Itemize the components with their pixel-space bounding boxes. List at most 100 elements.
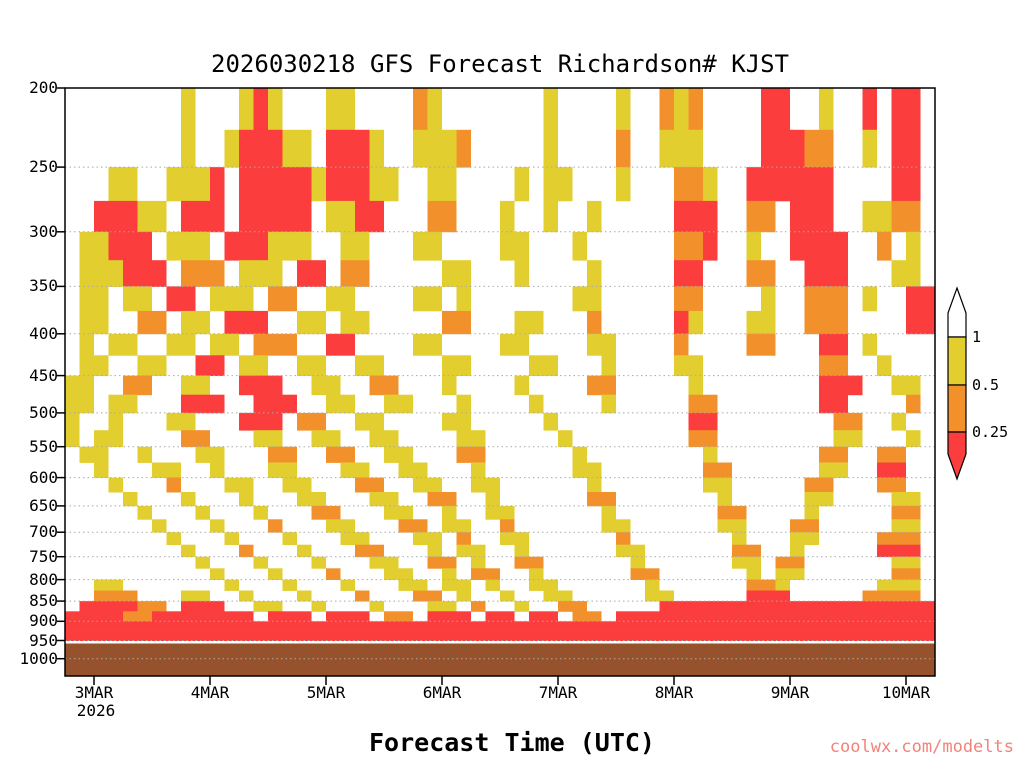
y-tick-label: 650	[29, 495, 58, 515]
heatmap-cell	[166, 412, 196, 431]
heatmap-cell	[790, 544, 805, 558]
heatmap-cell	[616, 544, 645, 558]
heatmap-cell	[326, 333, 355, 356]
heatmap-cell	[804, 260, 848, 287]
heatmap-cell	[833, 412, 863, 431]
heatmap-cell	[804, 310, 848, 335]
y-tick-label: 1000	[19, 648, 58, 668]
heatmap-cell	[210, 333, 239, 356]
heatmap-cell	[891, 88, 921, 131]
colorbar-tick-label: 0.25	[972, 423, 1009, 441]
heatmap-cell	[674, 200, 718, 233]
heatmap-cell	[210, 568, 225, 580]
heatmap-cell	[166, 231, 210, 261]
heatmap-cell	[906, 430, 921, 448]
heatmap-cell	[703, 446, 718, 463]
heatmap-cell	[514, 167, 529, 202]
heatmap-cell	[746, 231, 761, 261]
y-tick-label: 900	[29, 611, 58, 631]
heatmap-cell	[442, 519, 471, 533]
heatmap-cell	[326, 286, 355, 312]
heatmap-cell	[674, 167, 703, 202]
heatmap-cell	[514, 601, 529, 612]
heatmap-cell	[152, 611, 254, 622]
heatmap-cell	[456, 544, 486, 558]
heatmap-cell	[123, 611, 152, 622]
heatmap-cell	[891, 568, 921, 580]
heatmap-cell	[587, 260, 602, 287]
heatmap-cell	[906, 310, 935, 335]
heatmap-cell	[152, 462, 181, 478]
x-tick-label: 4MAR	[190, 683, 230, 702]
heatmap-cell	[282, 477, 312, 493]
heatmap-cell	[181, 590, 210, 602]
heatmap-cell	[529, 394, 544, 414]
heatmap-cell	[616, 532, 631, 545]
heatmap-cell	[369, 556, 399, 569]
heatmap-cell	[442, 375, 457, 396]
heatmap-cell	[123, 286, 152, 312]
heatmap-cell	[384, 446, 413, 463]
heatmap-cell	[891, 129, 921, 168]
heatmap-cell	[819, 355, 848, 376]
heatmap-cell	[340, 532, 370, 545]
heatmap-cell	[891, 556, 921, 569]
heatmap-cell	[239, 88, 254, 131]
y-tick-label: 500	[29, 402, 58, 422]
heatmap-cell	[674, 231, 703, 261]
watermark-link[interactable]: coolwx.com/modelts	[829, 737, 1014, 757]
heatmap-cell	[181, 310, 210, 335]
heatmap-cell	[94, 590, 138, 602]
heatmap-cell	[311, 167, 326, 202]
heatmap-cell	[819, 333, 848, 356]
heatmap-cell	[746, 310, 776, 335]
heatmap-cell	[268, 568, 283, 580]
heatmap-cell	[703, 477, 732, 493]
heatmap-cell	[181, 129, 196, 168]
heatmap-cell	[703, 462, 732, 478]
heatmap-cell	[543, 167, 573, 202]
heatmap-cell	[529, 355, 558, 376]
heatmap-cell	[746, 568, 761, 580]
heatmap-cell	[195, 556, 210, 569]
heatmap-cell	[891, 505, 921, 520]
heatmap-cell	[137, 446, 152, 463]
heatmap-cell	[181, 394, 225, 414]
heatmap-cell	[239, 375, 283, 396]
heatmap-cell	[761, 286, 776, 312]
heatmap-cell	[485, 579, 500, 591]
heatmap-cell	[456, 394, 471, 414]
heatmap-cell	[514, 375, 529, 396]
heatmap-cell	[891, 200, 921, 233]
colorbar-segment-025	[947, 431, 967, 481]
heatmap-cell	[311, 375, 341, 396]
y-tick-label: 600	[29, 467, 58, 487]
heatmap-cell	[326, 200, 355, 233]
heatmap-cell	[268, 88, 283, 131]
heatmap-cell	[485, 505, 515, 520]
heatmap-cell	[65, 375, 94, 396]
heatmap-cell	[572, 286, 602, 312]
heatmap-cell	[239, 129, 283, 168]
heatmap-cell	[587, 310, 602, 335]
heatmap-cell	[804, 477, 834, 493]
terrain-band	[65, 643, 935, 676]
heatmap-cell	[819, 88, 834, 131]
heatmap-cell	[65, 430, 80, 448]
heatmap-cell	[384, 611, 413, 622]
heatmap-cell	[674, 355, 703, 376]
heatmap-cell	[210, 286, 254, 312]
heatmap-cell	[877, 355, 892, 376]
heatmap-cell	[688, 394, 718, 414]
heatmap-cell	[514, 260, 529, 287]
heatmap-cell	[659, 88, 674, 131]
heatmap-cell	[456, 446, 486, 463]
heatmap-cell	[790, 532, 819, 545]
heatmap-cell	[616, 167, 631, 202]
heatmap-cell	[384, 394, 413, 414]
heatmap-cell	[746, 590, 790, 602]
heatmap-cell	[732, 556, 761, 569]
heatmap-cell	[297, 260, 326, 287]
heatmap-cell	[427, 200, 457, 233]
